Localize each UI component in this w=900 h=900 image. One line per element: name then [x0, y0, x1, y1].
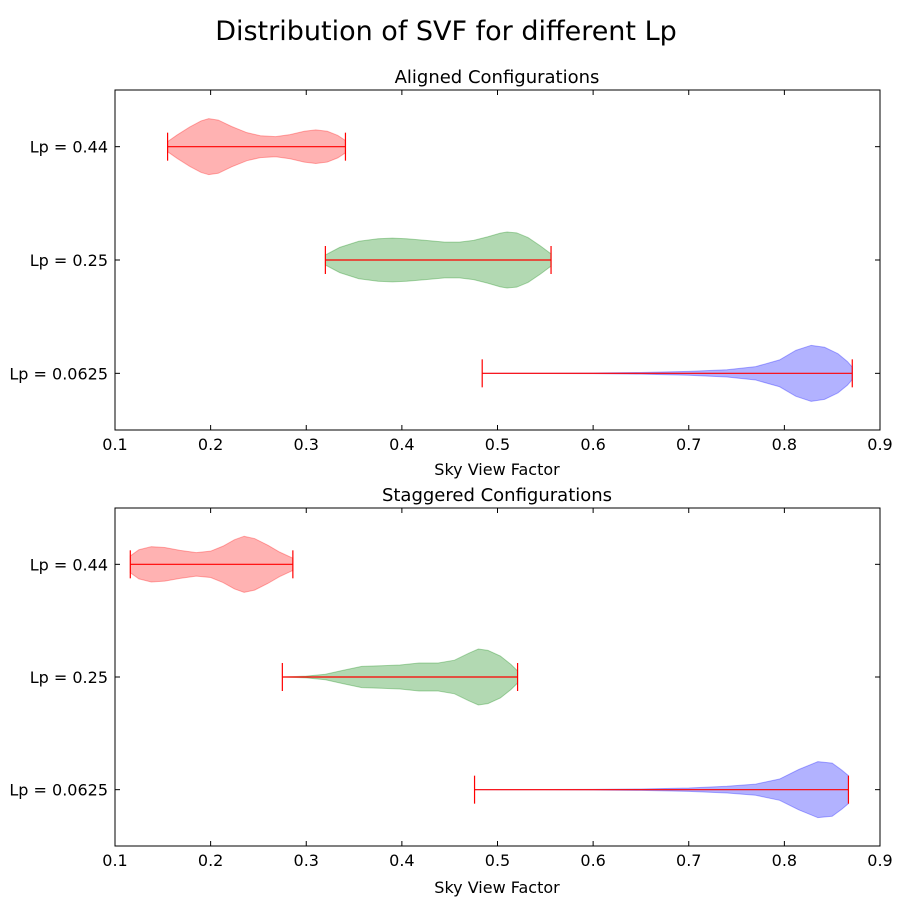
x-ticks: 0.1 0.2 0.3 0.4 0.5 0.6 0.7 0.8 0.9 — [102, 90, 893, 454]
figure-suptitle: Distribution of SVF for different Lp — [215, 16, 677, 47]
y-ticks: Lp = 0.44 Lp = 0.25 Lp = 0.0625 — [9, 138, 880, 383]
x-tick-label: 0.6 — [580, 851, 605, 870]
y-tick-label: Lp = 0.25 — [30, 251, 108, 270]
y-tick-label: Lp = 0.44 — [30, 555, 108, 574]
range-layer — [129, 550, 850, 804]
x-tick-label: 0.6 — [580, 435, 605, 454]
x-tick-label: 0.5 — [485, 851, 510, 870]
x-tick-label: 0.8 — [772, 851, 797, 870]
x-tick-label: 0.8 — [772, 435, 797, 454]
x-tick-label: 0.9 — [867, 435, 892, 454]
x-tick-label: 0.9 — [867, 851, 892, 870]
x-tick-label: 0.1 — [102, 851, 127, 870]
x-tick-label: 0.7 — [676, 435, 701, 454]
x-tick-label: 0.4 — [389, 435, 414, 454]
x-tick-label: 0.1 — [102, 435, 127, 454]
x-tick-label: 0.2 — [198, 435, 223, 454]
y-tick-label: Lp = 0.44 — [30, 138, 108, 157]
x-ticks: 0.1 0.2 0.3 0.4 0.5 0.6 0.7 0.8 0.9 — [102, 508, 893, 870]
x-axis-label: Sky View Factor — [434, 878, 560, 897]
aligned-chart: Aligned Configurations 0.1 0.2 0.3 0.4 0.5 0.… — [9, 67, 892, 479]
y-tick-label: Lp = 0.25 — [30, 668, 108, 687]
y-ticks: Lp = 0.44 Lp = 0.25 Lp = 0.0625 — [9, 555, 880, 800]
range-layer — [166, 132, 853, 388]
x-tick-label: 0.4 — [389, 851, 414, 870]
x-tick-label: 0.5 — [485, 435, 510, 454]
x-tick-label: 0.3 — [294, 851, 319, 870]
x-axis-label: Sky View Factor — [434, 460, 560, 479]
y-tick-label: Lp = 0.0625 — [9, 781, 108, 800]
x-tick-label: 0.3 — [294, 435, 319, 454]
chart-title: Staggered Configurations — [382, 485, 612, 506]
y-tick-label: Lp = 0.0625 — [9, 364, 108, 383]
staggered-chart: Staggered Configurations 0.1 0.2 0.3 0.4 0.5… — [9, 485, 892, 897]
x-tick-label: 0.2 — [198, 851, 223, 870]
chart-title: Aligned Configurations — [395, 67, 600, 88]
x-tick-label: 0.7 — [676, 851, 701, 870]
